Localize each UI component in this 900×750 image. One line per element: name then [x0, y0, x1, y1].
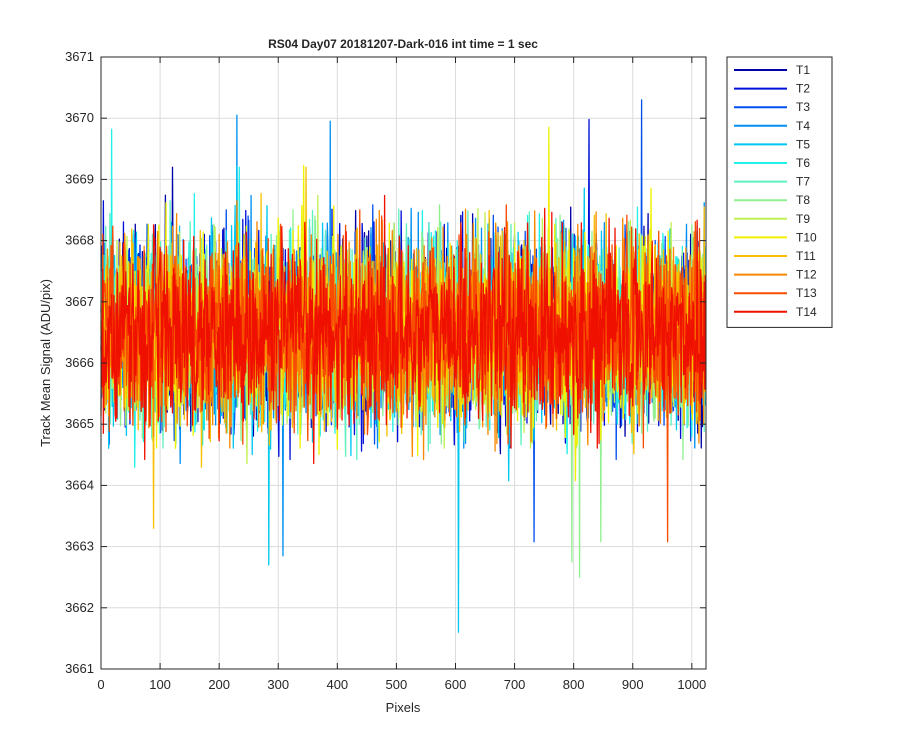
series-line-t14 [100, 194, 707, 465]
x-tick-label: 100 [149, 677, 171, 692]
x-tick-label: 1000 [677, 677, 706, 692]
legend-label-t10: T10 [796, 230, 817, 244]
legend-label-t12: T12 [796, 268, 817, 282]
x-tick-label: 0 [97, 677, 104, 692]
legend-label-t9: T9 [796, 212, 810, 226]
y-tick-label: 3667 [65, 294, 94, 309]
y-tick-label: 3668 [65, 233, 94, 248]
x-tick-label: 700 [504, 677, 526, 692]
axis-ticks: 0 100 200 300 400 500 600 700 800 900 1000 3661 3662… [65, 49, 706, 692]
x-tick-label: 400 [326, 677, 348, 692]
series-lines [100, 99, 707, 633]
x-tick-label: 500 [386, 677, 408, 692]
legend-label-t11: T11 [796, 249, 816, 263]
x-axis-label: Pixels [386, 700, 421, 715]
legend: T1 T2 T3 T4 T5 T6 T7 T8 T9 T10 T11 T12 T13 T14 [726, 56, 833, 328]
y-tick-label: 3671 [65, 49, 94, 64]
x-tick-label: 600 [445, 677, 467, 692]
legend-label-t1: T1 [796, 63, 810, 77]
legend-label-t13: T13 [796, 286, 817, 300]
legend-label-t4: T4 [796, 119, 810, 133]
x-tick-label: 200 [208, 677, 230, 692]
x-tick-label: 300 [267, 677, 289, 692]
x-tick-label: 800 [563, 677, 585, 692]
y-axis-label: Track Mean Signal (ADU/pix) [38, 279, 53, 447]
y-tick-label: 3664 [65, 477, 94, 492]
y-tick-label: 3665 [65, 416, 94, 431]
y-tick-label: 3666 [65, 355, 94, 370]
y-tick-label: 3663 [65, 539, 94, 554]
legend-label-t3: T3 [796, 100, 810, 114]
legend-box [726, 56, 833, 328]
legend-label-t14: T14 [796, 305, 817, 319]
y-tick-label: 3661 [65, 661, 94, 676]
y-tick-label: 3670 [65, 110, 94, 125]
legend-label-t5: T5 [796, 137, 810, 151]
y-tick-label: 3669 [65, 171, 94, 186]
x-tick-label: 900 [622, 677, 644, 692]
legend-label-t7: T7 [796, 175, 810, 189]
y-tick-label: 3662 [65, 600, 94, 615]
chart-title: RS04 Day07 20181207-Dark-016 int time = … [268, 37, 538, 51]
legend-label-t6: T6 [796, 156, 810, 170]
legend-label-t8: T8 [796, 193, 810, 207]
legend-label-t2: T2 [796, 82, 810, 96]
